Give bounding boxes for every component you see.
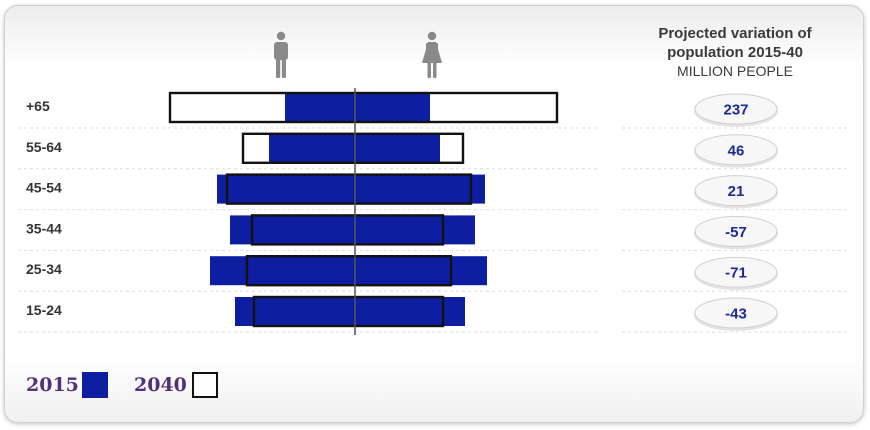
bar-2040-outline-55-64 (241, 132, 465, 165)
side-panel-title: Projected variation of population 2015-4… (620, 24, 850, 81)
variation-pill-55-64: 46 (694, 134, 778, 168)
age-labels: +65 55-64 45-54 35-44 25-34 15-24 (26, 98, 62, 318)
bar-2015-male-35-44 (230, 215, 355, 245)
female-person-icon (422, 31, 442, 78)
bar-2015-female-+65 (355, 93, 430, 122)
variation-pill-45-54: 21 (694, 175, 778, 209)
variation-value-35-44: -57 (725, 224, 747, 241)
pill-body (694, 256, 778, 288)
bar-2015-male-+65 (285, 93, 355, 122)
bar-2040-outline-35-44 (250, 214, 445, 246)
pill-body (694, 215, 778, 247)
pill-body (694, 134, 778, 166)
row-separators (18, 127, 850, 333)
legend-swatch-2015 (82, 372, 108, 398)
variation-pill-+65: 237 (694, 93, 778, 127)
bar-2015-female-55-64 (355, 133, 440, 163)
age-label-25-34: 25-34 (26, 261, 62, 277)
variation-value-+65: 237 (723, 102, 748, 119)
bar-2040-outline-45-54 (225, 173, 473, 205)
age-label-+65: +65 (26, 98, 50, 114)
bar-2015-female-15-24 (355, 297, 465, 326)
male-person-icon (274, 31, 288, 78)
bars-layer (170, 93, 557, 326)
bar-2040-outline-15-24 (252, 295, 445, 328)
bar-2015-female-45-54 (355, 174, 485, 204)
bar-2040-female-extra-+65 (430, 93, 557, 122)
bar-2015-female-35-44 (355, 215, 475, 245)
bar-2015-male-25-34 (210, 256, 355, 286)
age-label-15-24: 15-24 (26, 302, 62, 318)
bar-2040-outline-25-34 (245, 255, 453, 287)
variation-pill-15-24: -43 (694, 297, 778, 331)
bar-2015-male-55-64 (269, 133, 355, 163)
pill-body (694, 297, 778, 329)
bar-2040-outline-+65 (168, 91, 559, 124)
legend-swatch-2040 (192, 372, 218, 398)
variation-value-15-24: -43 (725, 306, 747, 323)
variation-pill-35-44: -57 (694, 215, 778, 250)
legend-label-2015: 2015 (26, 374, 79, 396)
variation-title: Projected variation of population 2015-4… (658, 25, 812, 61)
variation-value-25-34: -71 (725, 265, 747, 282)
variation-unit: MILLION PEOPLE (677, 63, 793, 79)
bar-2040-male-extra-+65 (170, 93, 285, 122)
outlines-layer (168, 91, 559, 328)
age-label-45-54: 45-54 (26, 180, 62, 196)
pill-body (694, 93, 778, 125)
pill-body (694, 175, 778, 207)
variation-pills: 237 46 21 -57 -71 -43 (694, 93, 778, 331)
bar-2040-female-extra-55-64 (440, 133, 463, 163)
variation-pill-25-34: -71 (694, 256, 778, 291)
age-label-35-44: 35-44 (26, 220, 62, 236)
bar-2040-male-extra-55-64 (243, 133, 269, 163)
age-label-55-64: 55-64 (26, 139, 62, 155)
bar-2015-female-25-34 (355, 256, 487, 286)
variation-value-45-54: 21 (728, 183, 745, 200)
variation-value-55-64: 46 (728, 142, 745, 159)
bar-2015-male-45-54 (217, 174, 355, 204)
legend-label-2040: 2040 (134, 374, 187, 396)
